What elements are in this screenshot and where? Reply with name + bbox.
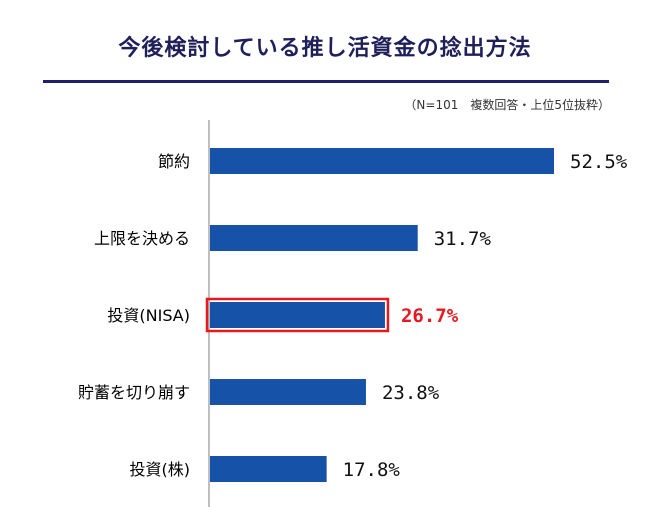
chart-title: 今後検討している推し活資金の捻出方法 [118, 36, 532, 61]
bar [210, 225, 418, 251]
category-label: 投資(株) [130, 460, 191, 479]
value-label: 31.7% [434, 228, 492, 250]
bar [210, 456, 327, 482]
bar [210, 148, 554, 174]
bar [210, 379, 366, 405]
value-label: 26.7% [401, 305, 459, 327]
category-label: 節約 [158, 152, 190, 171]
value-label: 52.5% [570, 151, 628, 173]
category-label: 上限を決める [94, 229, 190, 248]
value-label: 23.8% [382, 382, 440, 404]
category-label: 投資(NISA) [107, 306, 190, 325]
highlight-outline [205, 297, 390, 333]
bar [210, 302, 385, 328]
sample-note: （N=101 複数回答・上位5位抜粋） [404, 98, 610, 112]
category-label: 貯蓄を切り崩す [78, 383, 190, 402]
value-label: 17.8% [343, 459, 401, 481]
title-underline [43, 80, 609, 83]
